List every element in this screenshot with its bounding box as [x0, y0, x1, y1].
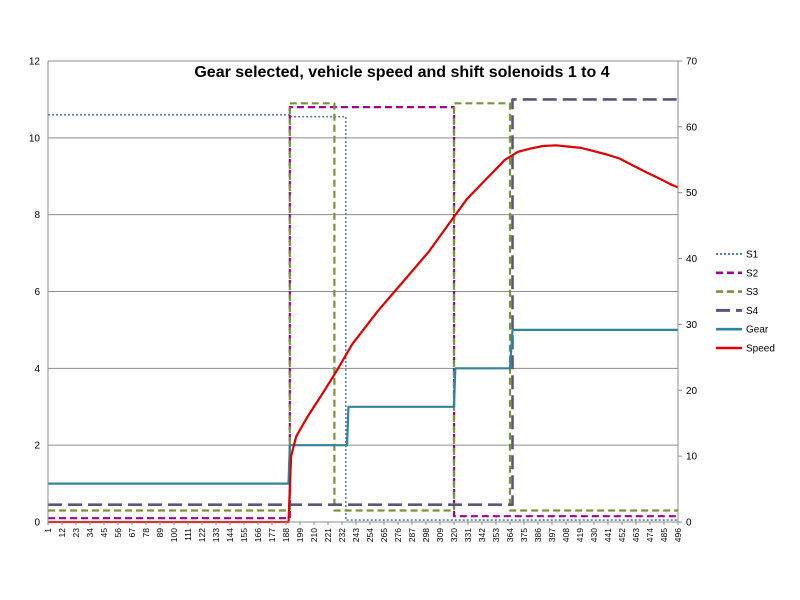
- x-tick-label: 419: [575, 528, 585, 542]
- x-tick-label: 496: [673, 528, 683, 542]
- series-line-gear: [48, 328, 678, 485]
- x-tick-label: 89: [155, 528, 165, 538]
- x-tick-label: 56: [113, 528, 123, 538]
- x-tick-label: 100: [169, 528, 179, 542]
- x-tick-label: 155: [239, 528, 249, 542]
- x-tick-label: 1: [43, 528, 53, 533]
- y-right-tick-label: 50: [686, 188, 698, 199]
- x-tick-label: 144: [225, 528, 235, 542]
- series-line-s4: [48, 98, 678, 506]
- y-left-tick-label: 10: [29, 133, 41, 144]
- x-tick-label: 485: [659, 528, 669, 542]
- x-tick-label: 111: [183, 528, 193, 541]
- x-tick-label: 265: [379, 528, 389, 542]
- x-tick-label: 397: [547, 528, 557, 542]
- y-left-tick-label: 6: [34, 287, 40, 298]
- x-tick-label: 199: [295, 528, 305, 542]
- series-line-speed: [48, 144, 679, 524]
- x-tick-label: 188: [281, 528, 291, 542]
- x-tick-label: 23: [71, 528, 81, 538]
- series-layer: [48, 98, 679, 524]
- x-tick-label: 331: [463, 528, 473, 542]
- x-tick-label: 166: [253, 528, 263, 542]
- x-tick-label: 353: [491, 528, 501, 542]
- y-left-tick-label: 12: [29, 57, 41, 68]
- legend-label-s3: S3: [746, 287, 759, 298]
- y-right-tick-label: 20: [686, 386, 698, 397]
- x-tick-label: 320: [449, 528, 459, 542]
- y-left-tick-label: 8: [34, 210, 40, 221]
- series-line-s1: [48, 114, 678, 521]
- x-tick-label: 254: [365, 528, 375, 542]
- x-tick-label: 298: [421, 528, 431, 542]
- x-tick-label: 430: [589, 528, 599, 542]
- y-left-tick-label: 2: [34, 441, 40, 452]
- x-tick-label: 441: [603, 528, 613, 542]
- y-right-tick-label: 70: [686, 57, 698, 68]
- y-left-tick-label: 4: [34, 364, 40, 375]
- x-tick-label: 177: [267, 528, 277, 542]
- legend-label-s1: S1: [746, 250, 759, 261]
- x-tick-label: 364: [505, 528, 515, 542]
- x-tick-label: 67: [127, 528, 137, 538]
- chart-title: Gear selected, vehicle speed and shift s…: [194, 64, 609, 81]
- x-tick-label: 221: [323, 528, 333, 542]
- x-tick-label: 408: [561, 528, 571, 542]
- x-tick-label: 122: [197, 528, 207, 542]
- x-tick-label: 78: [141, 528, 151, 538]
- x-tick-label: 133: [211, 528, 221, 542]
- y-right-tick-label: 0: [686, 518, 692, 529]
- y-right-tick-label: 60: [686, 122, 698, 133]
- legend-label-speed: Speed: [746, 344, 775, 355]
- x-tick-label: 386: [533, 528, 543, 542]
- x-tick-label: 342: [477, 528, 487, 542]
- y-right-tick-label: 30: [686, 320, 698, 331]
- axes: 0 2 4 6 8 10 12 0 10 20 30 40 50 60 70 1 12 23 34 45 56 67 78 8…: [29, 57, 698, 543]
- y-right-tick-label: 40: [686, 254, 698, 265]
- series-line-s3: [48, 102, 678, 512]
- legend-label-gear: Gear: [746, 325, 769, 336]
- x-tick-label: 12: [57, 528, 67, 538]
- x-tick-label: 243: [351, 528, 361, 542]
- x-tick-label: 232: [337, 528, 347, 542]
- gridlines: [48, 60, 678, 446]
- x-tick-label: 210: [309, 528, 319, 542]
- x-tick-label: 474: [645, 528, 655, 542]
- series-line-s2: [48, 106, 678, 520]
- x-tick-label: 309: [435, 528, 445, 542]
- x-tick-label: 452: [617, 528, 627, 542]
- x-tick-label: 45: [99, 528, 109, 538]
- x-tick-label: 34: [85, 528, 95, 538]
- legend-label-s2: S2: [746, 268, 759, 279]
- legend-label-s4: S4: [746, 306, 759, 317]
- x-tick-label: 375: [519, 528, 529, 542]
- x-tick-label: 287: [407, 528, 417, 542]
- x-tick-label: 463: [631, 528, 641, 542]
- x-tick-label: 276: [393, 528, 403, 542]
- legend: S1 S2 S3 S4 Gear Speed: [716, 250, 775, 355]
- y-left-tick-label: 0: [34, 518, 40, 529]
- y-right-tick-label: 10: [686, 452, 698, 463]
